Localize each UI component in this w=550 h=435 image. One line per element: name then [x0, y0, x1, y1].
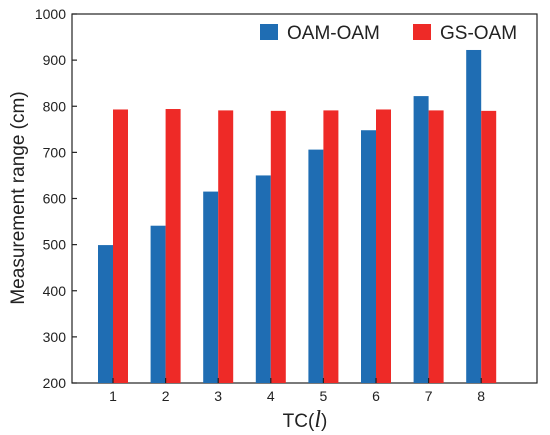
legend: OAM-OAM GS-OAM [260, 23, 517, 44]
y-tick-label: 900 [43, 52, 67, 68]
y-tick-label: 1000 [35, 6, 66, 22]
x-tick-label: 5 [320, 388, 328, 404]
y-tick-label: 400 [43, 283, 67, 299]
x-axis-title-suffix: ) [321, 411, 327, 432]
y-tick-label: 200 [43, 375, 67, 391]
bar-oam-oam-3 [203, 191, 219, 383]
bar-gs-oam-5 [323, 110, 339, 384]
bar-gs-oam-3 [218, 110, 234, 384]
x-tick-label: 6 [372, 388, 380, 404]
bar-gs-oam-1 [113, 109, 128, 383]
legend-label-oam-oam: OAM-OAM [287, 23, 380, 44]
y-tick-label: 600 [43, 191, 67, 207]
x-tick-label: 1 [109, 388, 117, 404]
y-axis-title: Measurement range (cm) [8, 91, 29, 304]
x-tick-label: 2 [162, 388, 170, 404]
y-tick-label: 800 [43, 98, 67, 114]
x-tick-label: 8 [477, 388, 485, 404]
legend-swatch-oam-oam [260, 24, 278, 40]
legend-label-gs-oam: GS-OAM [440, 23, 517, 44]
x-axis-title-prefix: TC( [283, 411, 315, 432]
x-tick-label: 3 [214, 388, 222, 404]
y-tick-label: 500 [43, 237, 67, 253]
x-tick-label: 4 [267, 388, 275, 404]
bar-oam-oam-5 [308, 149, 324, 383]
bar-oam-oam-6 [361, 130, 376, 383]
bar-gs-oam-8 [481, 110, 497, 384]
bar-gs-oam-4 [270, 110, 286, 384]
x-axis-title: TC(l) [283, 407, 328, 433]
bar-oam-oam-1 [98, 245, 113, 383]
y-tick-label: 300 [43, 329, 67, 345]
y-axis-ticks: 200 300 400 500 600 700 800 900 1000 [35, 6, 77, 391]
bars [98, 49, 497, 384]
y-tick-label: 700 [43, 144, 67, 160]
bar-gs-oam-2 [165, 109, 181, 383]
bar-oam-oam-8 [466, 49, 482, 383]
bar-gs-oam-7 [428, 110, 444, 384]
bar-oam-oam-4 [255, 175, 271, 383]
bar-oam-oam-2 [150, 225, 166, 383]
x-tick-label: 7 [425, 388, 433, 404]
x-axis-title-symbol: l [314, 407, 321, 433]
legend-swatch-gs-oam [413, 24, 431, 40]
bar-gs-oam-6 [376, 109, 391, 383]
x-axis-ticks: 1 2 3 4 5 6 7 8 [109, 378, 485, 404]
bar-oam-oam-7 [413, 96, 429, 383]
